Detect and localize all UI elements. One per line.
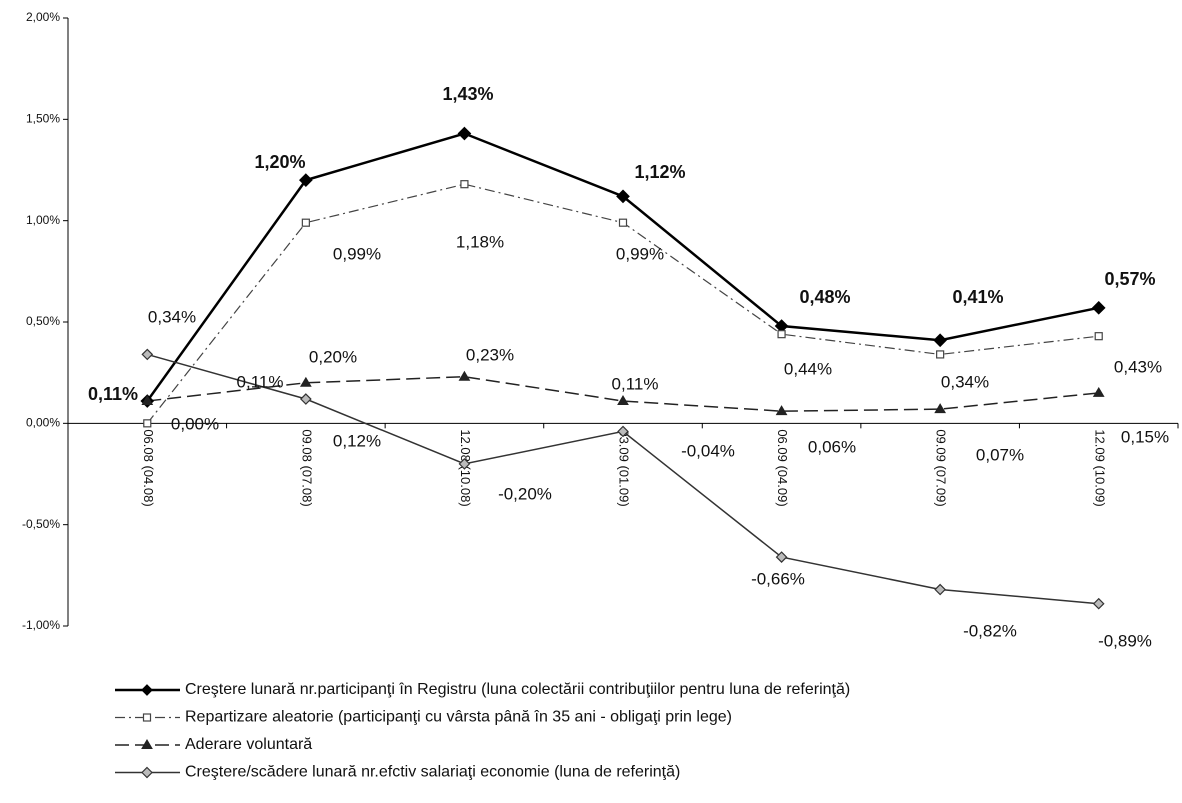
legend-label: Creştere/scădere lunară nr.efctiv salari… xyxy=(185,764,680,781)
legend-item: Creştere/scădere lunară nr.efctiv salari… xyxy=(115,764,680,781)
data-point xyxy=(460,180,469,189)
data-point xyxy=(618,218,628,227)
series-line xyxy=(146,132,1099,402)
x-tick-label: 09.08 (07.08) xyxy=(299,429,314,506)
legend-label: Creştere lunară nr.participanţi în Regis… xyxy=(185,681,850,698)
data-label: 0,99% xyxy=(333,244,381,263)
y-tick-label: -0,50% xyxy=(22,517,60,531)
data-label: -0,04% xyxy=(681,441,735,460)
data-point xyxy=(936,350,945,359)
x-tick-label: 06.09 (04.09) xyxy=(775,429,790,506)
data-point xyxy=(457,126,472,141)
data-label: -0,89% xyxy=(1098,631,1152,650)
data-point xyxy=(933,333,947,348)
legend-marker xyxy=(142,713,152,722)
data-point xyxy=(458,370,471,381)
data-point xyxy=(1091,300,1106,315)
y-tick-label: 1,50% xyxy=(26,112,60,126)
data-label: -0,66% xyxy=(751,569,805,588)
y-tick-label: 1,00% xyxy=(26,213,60,227)
data-label: 0,11% xyxy=(88,384,138,404)
x-tick-label: 03.09 (01.09) xyxy=(617,429,632,506)
data-point xyxy=(141,348,154,361)
data-label: -0,20% xyxy=(498,484,552,503)
data-point xyxy=(775,405,788,416)
legend-label: Aderare voluntară xyxy=(185,736,312,753)
data-point xyxy=(1094,332,1103,341)
data-label: 0,43% xyxy=(1114,357,1162,376)
legend-marker xyxy=(141,766,153,779)
data-label: 0,11% xyxy=(237,372,284,391)
legend-item: Aderare voluntară xyxy=(115,736,312,753)
data-label: 0,48% xyxy=(799,287,850,307)
data-point xyxy=(934,403,947,414)
data-point xyxy=(616,189,630,204)
y-tick-label: 0,00% xyxy=(26,416,60,430)
legend-marker xyxy=(141,739,153,749)
x-tick-label: 09.09 (07.09) xyxy=(934,429,949,506)
data-label: 0,99% xyxy=(616,244,664,263)
data-label: 1,12% xyxy=(634,162,685,182)
data-label: 0,44% xyxy=(784,359,832,378)
data-point xyxy=(299,376,312,387)
data-point xyxy=(301,218,310,227)
data-label: 0,23% xyxy=(466,345,514,364)
data-point xyxy=(777,330,786,339)
data-point xyxy=(300,393,312,405)
data-point xyxy=(775,551,788,563)
data-point xyxy=(143,419,152,428)
y-tick-label: 2,00% xyxy=(26,10,60,24)
data-label: 0,41% xyxy=(952,287,1003,307)
data-label: -0,82% xyxy=(963,621,1017,640)
legend-label: Repartizare aleatorie (participanţi cu v… xyxy=(185,709,732,726)
data-label: 0,12% xyxy=(333,431,381,450)
data-label: 0,11% xyxy=(612,374,659,393)
data-point xyxy=(1092,386,1105,397)
x-tick-label: 12.09 (10.09) xyxy=(1092,429,1107,506)
data-label: 1,20% xyxy=(254,152,305,172)
data-point xyxy=(458,458,471,470)
data-label: 0,07% xyxy=(976,445,1024,464)
data-point xyxy=(299,173,313,187)
data-point xyxy=(617,395,629,406)
data-point xyxy=(141,395,154,406)
data-label: 0,00% xyxy=(171,414,219,433)
y-tick-label: 0,50% xyxy=(26,314,60,328)
data-label: 1,18% xyxy=(456,232,504,251)
data-label: 0,06% xyxy=(808,437,856,456)
y-tick-label: -1,00% xyxy=(22,618,60,632)
data-label: 0,20% xyxy=(309,347,357,366)
data-label: 0,57% xyxy=(1104,269,1155,289)
x-tick-label: 06.08 (04.08) xyxy=(141,429,156,506)
data-label: 1,43% xyxy=(442,84,493,104)
data-label: 0,34% xyxy=(148,307,196,326)
legend-item: Creştere lunară nr.participanţi în Regis… xyxy=(115,681,850,698)
legend-item: Repartizare aleatorie (participanţi cu v… xyxy=(115,709,732,726)
legend-marker xyxy=(141,684,153,696)
data-point xyxy=(1092,597,1105,610)
data-point xyxy=(617,425,629,438)
data-label: 0,15% xyxy=(1121,427,1169,446)
data-label: 0,34% xyxy=(941,372,989,391)
data-point xyxy=(934,583,946,596)
